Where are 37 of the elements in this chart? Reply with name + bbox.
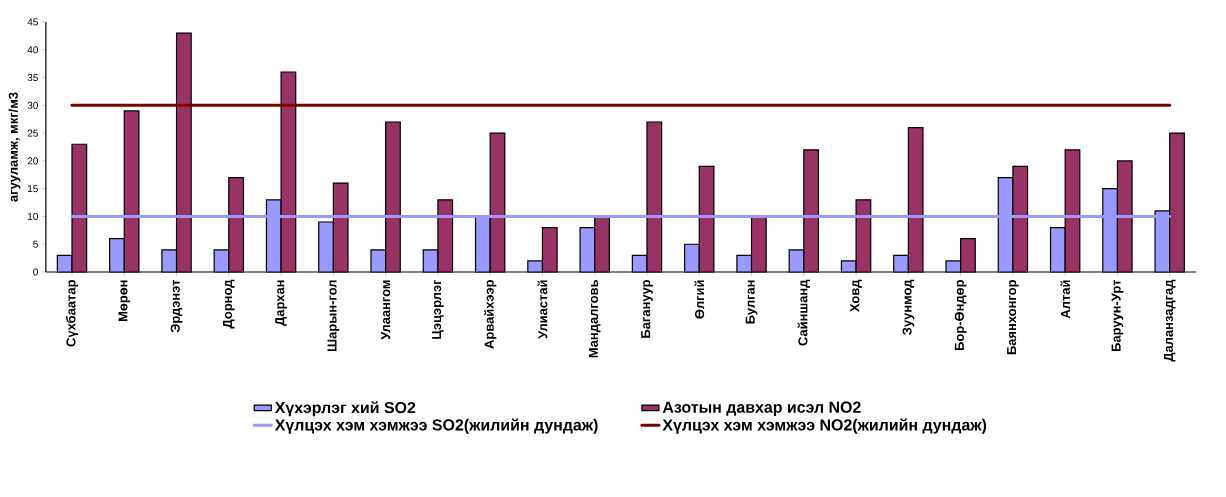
y-tick-label: 10: [28, 212, 38, 220]
x-tick-label: Ховд: [850, 279, 862, 312]
x-tick-label: Цэцэрлэг: [432, 279, 444, 339]
x-tick-label: Мөрөн: [118, 280, 131, 322]
legend-label: Хүлцэх хэм хэмжээ NO2(жилийн дундаж): [662, 418, 987, 434]
x-tick-label: Бор-Өндөр: [954, 280, 967, 351]
x-tick-label: Булган: [745, 280, 758, 324]
x-tick-label: Зуунмод: [902, 279, 915, 335]
x-tick-label: Багануур: [641, 280, 653, 338]
legend-label: Азотын давхар исэл NO2: [662, 401, 861, 416]
y-axis-title: агууламж, мкг/м3: [8, 92, 21, 202]
x-tick-label: Эрдэнэт: [170, 279, 183, 333]
legend-label: Хүлцэх хэм хэмжээ SO2(жилийн дундаж): [274, 418, 598, 434]
x-tick-label: Дорнод: [223, 279, 235, 329]
x-tick-label: Улаангом: [381, 280, 391, 340]
x-tick-label: Улиастай: [537, 280, 548, 339]
x-tick-label: Алтай: [1060, 280, 1071, 319]
x-tick-label: Шарын-гол: [327, 280, 340, 352]
x-tick-label: Сайншанд: [797, 279, 810, 346]
x-tick-label: Мандалговь: [588, 280, 601, 358]
x-tick-label: Баянхонгор: [1007, 280, 1019, 355]
x-tick-label: Даланзадгад: [1163, 279, 1176, 362]
x-tick-label: Өлгий: [694, 280, 705, 319]
y-tick-label: 40: [27, 46, 38, 54]
x-tick-label: Дархан: [275, 280, 287, 326]
y-tick-label: 30: [27, 101, 38, 109]
y-tick-label: 25: [27, 129, 38, 137]
y-tick-label: 15: [28, 185, 38, 193]
y-tick-label: 5: [33, 240, 38, 248]
y-tick-label: 35: [27, 74, 38, 82]
legend-label: Хүхэрлэг хий SO2: [274, 401, 416, 417]
y-tick-label: 45: [27, 18, 38, 26]
x-tick-label: Баруун-Урт: [1111, 279, 1124, 352]
y-tick-label: 20: [27, 157, 38, 165]
x-tick-label: Арвайхээр: [484, 280, 497, 349]
y-tick-label: 0: [33, 268, 38, 276]
x-tick-label: Сүхбаатар: [65, 280, 79, 347]
